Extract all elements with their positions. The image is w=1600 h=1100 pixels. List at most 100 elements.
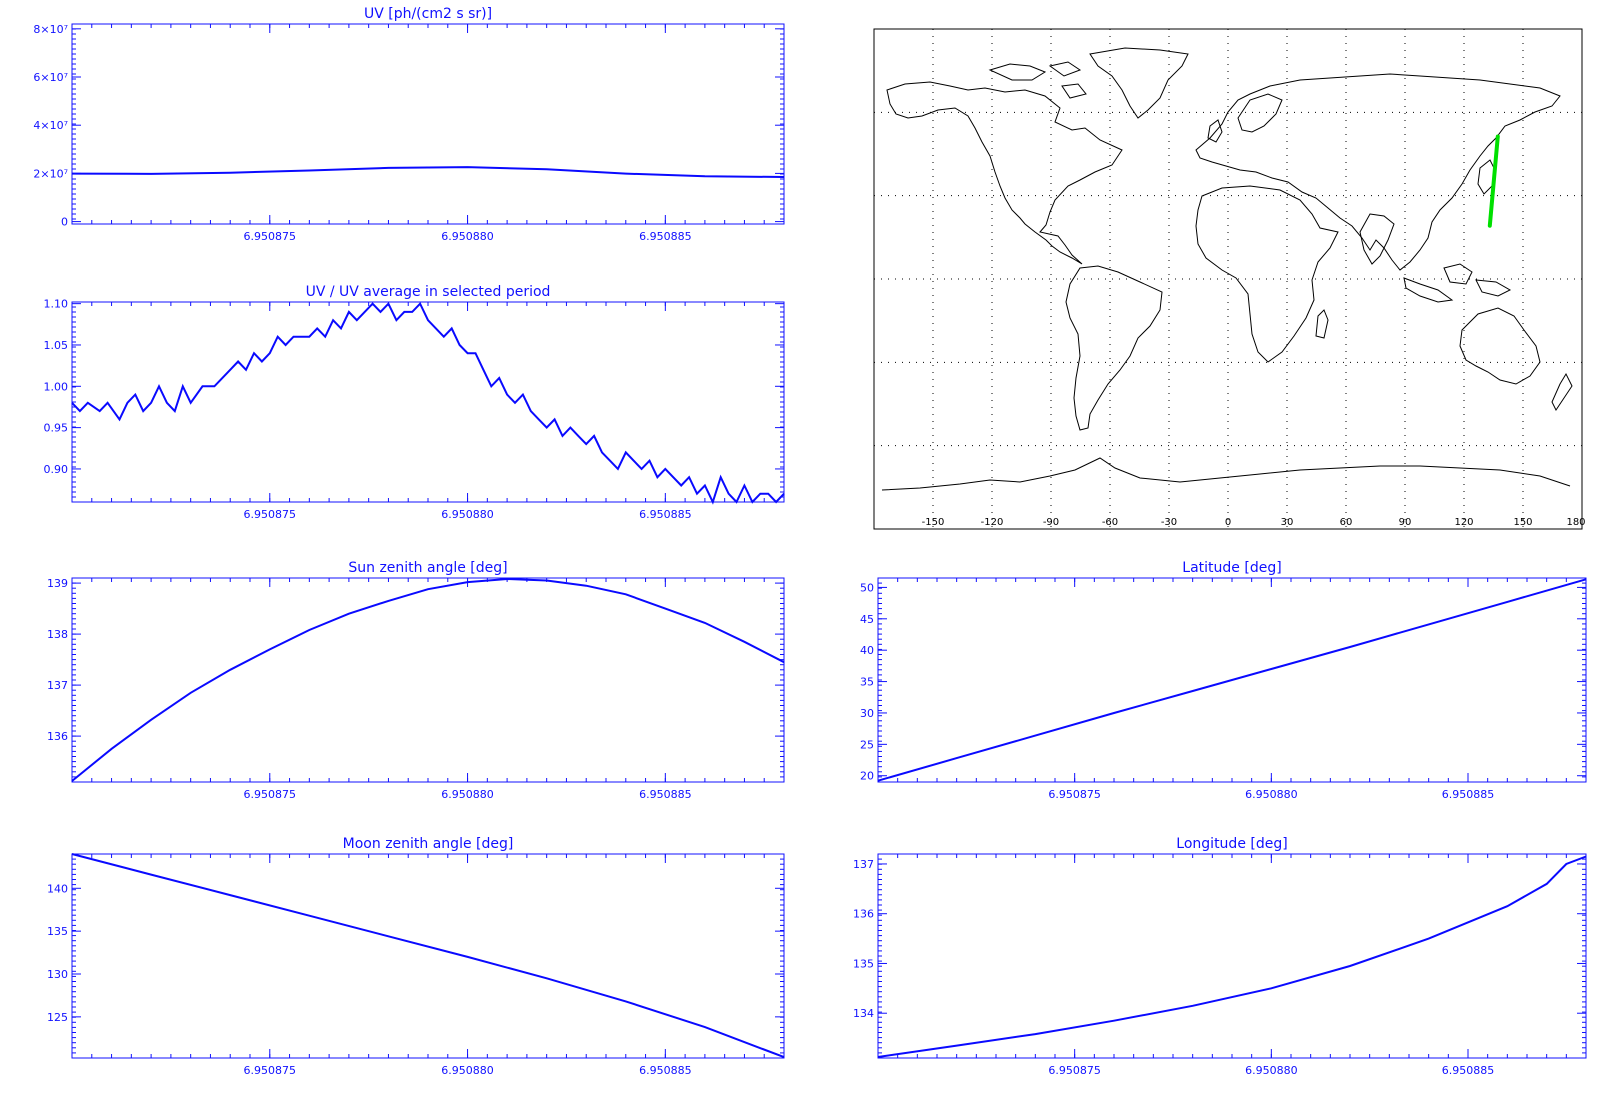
plot-frame bbox=[877, 853, 1587, 1059]
series-line bbox=[71, 166, 785, 178]
map-x-tick-label: 180 bbox=[1566, 517, 1585, 528]
x-tick-label: 6.950885 bbox=[639, 508, 692, 521]
map-x-tick-label: 120 bbox=[1454, 517, 1473, 528]
coastline-antarctica bbox=[881, 457, 1571, 491]
y-tick-label: 138 bbox=[47, 628, 68, 641]
map-x-tick-label: -60 bbox=[1102, 517, 1118, 528]
plot-frame bbox=[71, 853, 785, 1059]
series-line bbox=[877, 855, 1587, 1058]
coastline-africa bbox=[1195, 185, 1339, 363]
y-tick-label: 40 bbox=[860, 644, 874, 657]
y-tick-label: 0 bbox=[61, 216, 68, 229]
coastlines bbox=[881, 47, 1573, 491]
map-x-tick-label: -150 bbox=[922, 517, 945, 528]
y-tick-label: 135 bbox=[47, 925, 68, 938]
chart-title: Latitude [deg] bbox=[1182, 560, 1281, 576]
chart-panel: Moon zenith angle [deg] 6.950875 6.950880 6… bbox=[47, 836, 785, 1077]
map-x-tick-label: 60 bbox=[1340, 517, 1353, 528]
x-tick-label: 6.950885 bbox=[639, 788, 692, 801]
y-tick-label: 1.10 bbox=[44, 298, 69, 311]
map-x-tick-label: -90 bbox=[1043, 517, 1059, 528]
x-tick-label: 6.950875 bbox=[244, 230, 297, 243]
plot-frame bbox=[71, 301, 785, 503]
y-tick-label: 125 bbox=[47, 1011, 68, 1024]
x-tick-label: 6.950875 bbox=[244, 1064, 297, 1077]
map-x-tick-label: -30 bbox=[1161, 517, 1177, 528]
x-tick-label: 6.950880 bbox=[441, 230, 494, 243]
chart-title: Moon zenith angle [deg] bbox=[343, 836, 514, 852]
coastline-uk bbox=[1207, 119, 1223, 143]
chart-panel: Longitude [deg] 6.950875 6.950880 6.950885 1… bbox=[853, 836, 1587, 1077]
x-tick-label: 6.950880 bbox=[441, 508, 494, 521]
x-tick-label: 6.950880 bbox=[441, 788, 494, 801]
x-tick-label: 6.950875 bbox=[1048, 788, 1101, 801]
y-tick-label: 139 bbox=[47, 577, 68, 590]
y-tick-label: 45 bbox=[860, 613, 874, 626]
coastline-greenland bbox=[1089, 47, 1189, 119]
x-tick-label: 6.950885 bbox=[639, 1064, 692, 1077]
y-tick-label: 0.95 bbox=[44, 422, 69, 435]
series-line bbox=[71, 853, 785, 1059]
coastline-india bbox=[1359, 213, 1395, 265]
x-tick-label: 6.950880 bbox=[1245, 788, 1298, 801]
coastline-australia bbox=[1459, 307, 1541, 385]
x-tick-label: 6.950885 bbox=[1442, 1064, 1495, 1077]
y-tick-label: 30 bbox=[860, 707, 874, 720]
coastline-madagascar bbox=[1315, 309, 1329, 339]
y-tick-label: 8×10⁷ bbox=[33, 23, 68, 36]
y-tick-label: 1.05 bbox=[44, 339, 69, 352]
world-map: -150 -120 -90 -60 -30 0 30 60 90 120 150 180 bbox=[873, 28, 1586, 530]
x-tick-label: 6.950885 bbox=[1442, 788, 1495, 801]
y-tick-label: 35 bbox=[860, 676, 874, 689]
y-tick-label: 137 bbox=[853, 858, 874, 871]
y-tick-label: 2×10⁷ bbox=[33, 167, 68, 180]
y-tick-label: 136 bbox=[47, 730, 68, 743]
chart-panel: UV [ph/(cm2 s sr)] 6.950875 6.950880 6.9508… bbox=[33, 6, 785, 243]
map-frame bbox=[873, 28, 1583, 530]
series-line bbox=[71, 577, 785, 782]
y-tick-label: 4×10⁷ bbox=[33, 119, 68, 132]
y-tick-label: 1.00 bbox=[44, 380, 69, 393]
x-tick-label: 6.950875 bbox=[244, 508, 297, 521]
plot-frame bbox=[71, 577, 785, 783]
chart-panel: Sun zenith angle [deg] 6.950875 6.950880 6.… bbox=[47, 560, 785, 801]
y-tick-label: 136 bbox=[853, 908, 874, 921]
map-x-tick-label: 150 bbox=[1513, 517, 1532, 528]
chart-title: UV [ph/(cm2 s sr)] bbox=[364, 6, 492, 22]
y-tick-label: 130 bbox=[47, 968, 68, 981]
map-x-tick-label: -120 bbox=[981, 517, 1004, 528]
coastline-south-america bbox=[1065, 265, 1163, 431]
y-tick-label: 50 bbox=[860, 581, 874, 594]
coastline-arctic-islands bbox=[988, 61, 1087, 99]
map-x-tick-label: 30 bbox=[1281, 517, 1294, 528]
x-tick-label: 6.950880 bbox=[441, 1064, 494, 1077]
map-x-tick-label: 90 bbox=[1399, 517, 1412, 528]
y-tick-label: 134 bbox=[853, 1007, 874, 1020]
x-tick-label: 6.950875 bbox=[244, 788, 297, 801]
satellite-track bbox=[1487, 134, 1500, 228]
coastline-scandinavia bbox=[1237, 93, 1283, 133]
y-tick-label: 25 bbox=[860, 738, 874, 751]
chart-title: Sun zenith angle [deg] bbox=[348, 560, 507, 576]
series-line bbox=[877, 578, 1587, 782]
chart-title: Longitude [deg] bbox=[1176, 836, 1287, 852]
map-x-tick-label: 0 bbox=[1225, 517, 1231, 528]
y-tick-label: 0.90 bbox=[44, 463, 69, 476]
chart-panel: UV / UV average in selected period 6.9508… bbox=[44, 284, 785, 521]
coastline-indonesia bbox=[1403, 263, 1512, 303]
x-tick-label: 6.950875 bbox=[1048, 1064, 1101, 1077]
coastline-north-america bbox=[886, 81, 1123, 265]
x-tick-label: 6.950880 bbox=[1245, 1064, 1298, 1077]
series-line bbox=[71, 301, 785, 505]
y-tick-label: 137 bbox=[47, 679, 68, 692]
y-tick-label: 6×10⁷ bbox=[33, 71, 68, 84]
coastline-new-zealand bbox=[1551, 372, 1573, 411]
coastline-eurasia bbox=[1195, 73, 1561, 271]
plot-frame bbox=[71, 23, 785, 225]
x-tick-label: 6.950885 bbox=[639, 230, 692, 243]
y-tick-label: 135 bbox=[853, 957, 874, 970]
chart-panel: Latitude [deg] 6.950875 6.950880 6.950885 50… bbox=[860, 560, 1587, 801]
y-tick-label: 20 bbox=[860, 770, 874, 783]
chart-title: UV / UV average in selected period bbox=[306, 284, 551, 300]
